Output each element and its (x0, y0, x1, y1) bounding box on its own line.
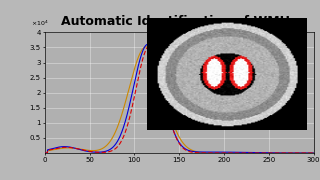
Title: Automatic Identification of WMHs: Automatic Identification of WMHs (61, 15, 297, 28)
Text: $\times10^4$: $\times10^4$ (31, 18, 49, 28)
